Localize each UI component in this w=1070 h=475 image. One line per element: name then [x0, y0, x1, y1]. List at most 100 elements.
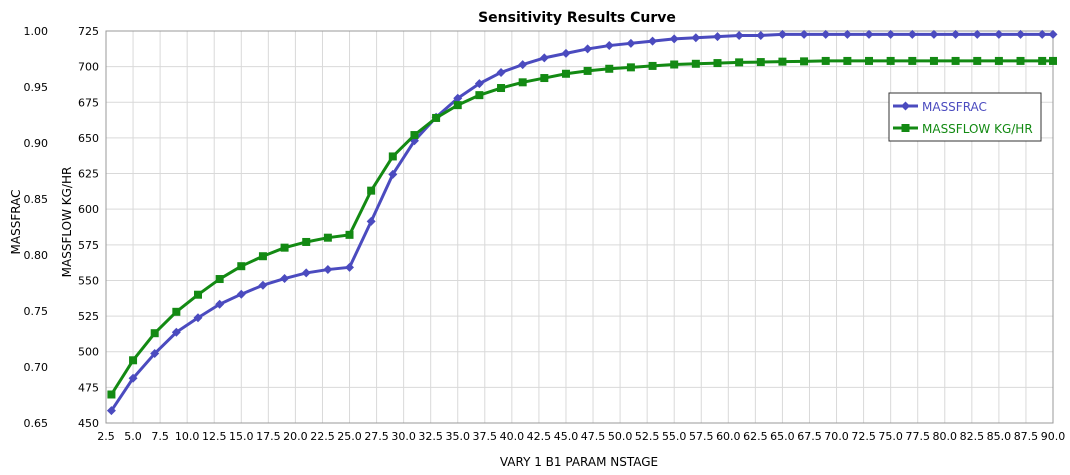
data-point — [604, 41, 614, 51]
data-point — [215, 299, 225, 309]
y-left-tick-label: 0.90 — [24, 137, 49, 150]
data-point — [388, 152, 397, 161]
y-right-tick-label: 525 — [78, 310, 99, 323]
x-tick-label: 40.0 — [500, 430, 525, 443]
data-point — [734, 30, 744, 40]
x-tick-label: 47.5 — [581, 430, 606, 443]
y-right-tick-label: 450 — [78, 417, 99, 430]
data-point — [410, 131, 419, 140]
x-tick-label: 80.0 — [933, 430, 958, 443]
x-tick-label: 37.5 — [473, 430, 498, 443]
data-point — [778, 57, 787, 66]
data-point — [193, 290, 202, 299]
y-axis-left-ticks: 0.65 0.70 0.75 0.80 0.85 0.90 0.95 1.00 — [24, 25, 49, 430]
data-point — [1048, 29, 1058, 39]
data-point — [518, 60, 528, 70]
legend-marker-massflow — [901, 124, 910, 132]
y-left-tick-label: 0.85 — [24, 193, 49, 206]
x-tick-label: 90.0 — [1041, 430, 1066, 443]
data-point — [1037, 29, 1047, 39]
data-point — [193, 313, 203, 323]
data-point — [735, 58, 744, 67]
y-left-tick-label: 0.70 — [24, 361, 49, 374]
x-axis-ticks: 2.5 5.0 7.5 10.0 12.5 15.0 17.5 20.0 22.5 25.0 27.… — [97, 430, 1065, 443]
y-left-tick-label: 0.65 — [24, 417, 49, 430]
y-right-tick-label: 725 — [78, 25, 99, 38]
data-point — [172, 307, 181, 316]
data-point — [648, 61, 657, 70]
x-tick-label: 22.5 — [310, 430, 335, 443]
data-point — [258, 280, 268, 290]
x-tick-label: 65.0 — [770, 430, 795, 443]
x-tick-label: 10.0 — [175, 430, 200, 443]
data-point — [171, 327, 181, 337]
series-layer — [106, 29, 1058, 416]
x-tick-label: 25.0 — [337, 430, 362, 443]
data-point — [929, 29, 939, 39]
data-point — [907, 29, 917, 39]
legend-box — [888, 92, 1042, 142]
data-point — [474, 79, 484, 89]
data-point — [929, 56, 938, 65]
data-point — [712, 32, 722, 42]
x-tick-label: 75.0 — [878, 430, 903, 443]
data-point — [107, 390, 116, 399]
y-left-tick-label: 0.80 — [24, 249, 49, 262]
data-point — [843, 56, 852, 65]
y-left-tick-label: 1.00 — [24, 25, 49, 38]
x-tick-label: 35.0 — [445, 430, 470, 443]
plot-frame — [105, 30, 1054, 424]
data-point — [691, 33, 701, 43]
x-tick-label: 5.0 — [124, 430, 142, 443]
x-tick-label: 27.5 — [364, 430, 389, 443]
data-point — [821, 29, 831, 39]
data-point — [886, 29, 896, 39]
data-point — [497, 84, 506, 93]
data-point — [453, 93, 463, 103]
x-tick-label: 12.5 — [202, 430, 227, 443]
y-axis-left-label: MASSFRAC — [9, 190, 23, 255]
data-point — [561, 69, 570, 78]
x-tick-label: 67.5 — [797, 430, 822, 443]
x-tick-label: 20.0 — [283, 430, 308, 443]
y-right-tick-label: 625 — [78, 168, 99, 181]
data-point — [215, 275, 224, 284]
data-point — [1016, 29, 1026, 39]
data-point — [756, 58, 765, 67]
x-tick-label: 50.0 — [608, 430, 633, 443]
data-point — [539, 53, 549, 63]
data-point — [345, 230, 354, 239]
data-point — [777, 29, 787, 39]
data-point — [670, 60, 679, 69]
data-point — [864, 29, 874, 39]
data-point — [626, 38, 636, 48]
data-point — [301, 268, 311, 278]
x-tick-label: 17.5 — [256, 430, 281, 443]
data-point — [237, 262, 246, 271]
y-left-tick-label: 0.75 — [24, 305, 49, 318]
data-point — [150, 329, 159, 338]
data-point — [691, 59, 700, 68]
data-point — [302, 237, 311, 246]
x-tick-label: 2.5 — [97, 430, 115, 443]
data-point — [280, 243, 289, 252]
legend-label-massfrac: MASSFRAC — [922, 100, 987, 114]
x-tick-label: 42.5 — [527, 430, 552, 443]
x-tick-label: 85.0 — [987, 430, 1012, 443]
data-point — [453, 101, 462, 110]
data-point — [994, 29, 1004, 39]
data-point — [236, 289, 246, 299]
x-tick-label: 70.0 — [824, 430, 849, 443]
y-right-tick-label: 675 — [78, 96, 99, 109]
x-tick-label: 15.0 — [229, 430, 254, 443]
data-point — [106, 406, 116, 416]
x-tick-label: 60.0 — [716, 430, 741, 443]
data-point — [367, 186, 376, 195]
y-right-tick-label: 600 — [78, 203, 99, 216]
data-point — [951, 56, 960, 65]
data-point — [150, 349, 160, 359]
y-right-tick-label: 500 — [78, 346, 99, 359]
data-point — [583, 44, 593, 54]
data-point — [518, 78, 527, 87]
